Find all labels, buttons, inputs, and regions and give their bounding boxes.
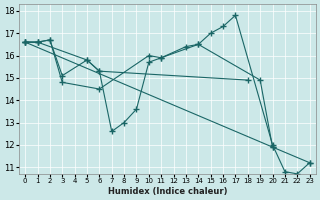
X-axis label: Humidex (Indice chaleur): Humidex (Indice chaleur) bbox=[108, 187, 227, 196]
